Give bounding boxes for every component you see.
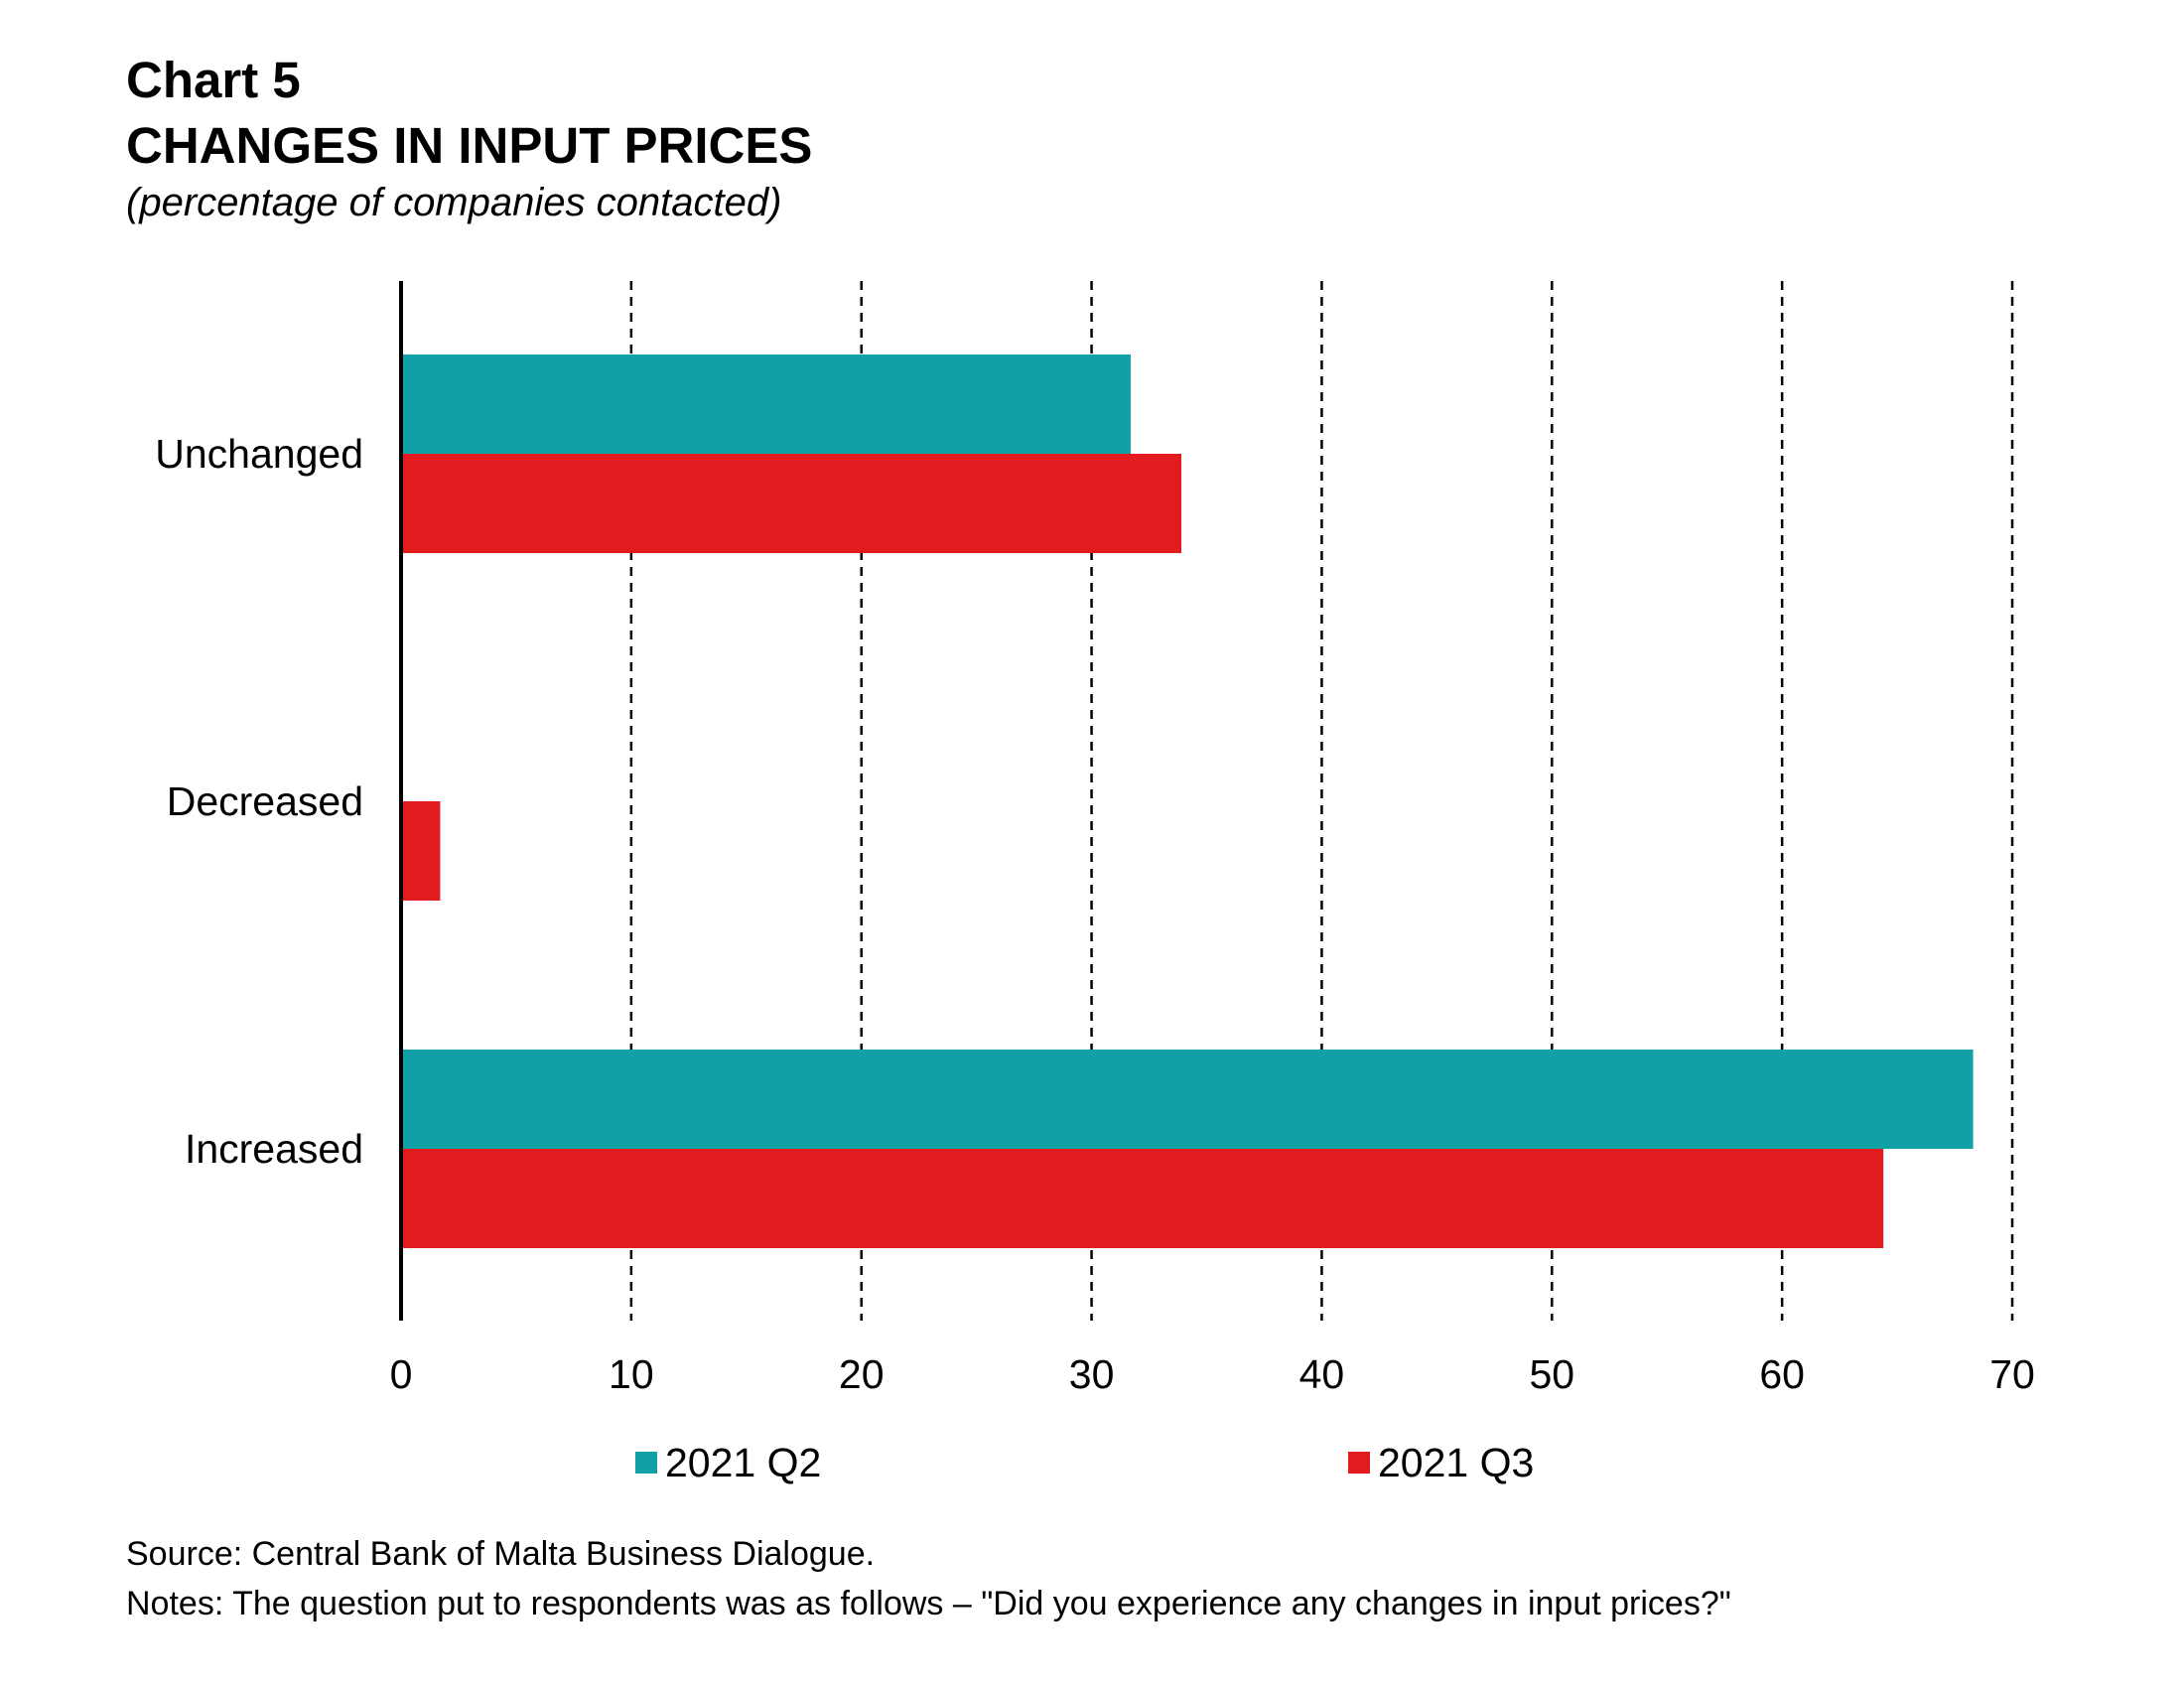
- bar-decreased-2021-q3: [401, 801, 441, 901]
- category-label-increased: Increased: [185, 1126, 363, 1172]
- chart-subtitle: (percentage of companies contacted): [126, 181, 782, 224]
- legend-swatch-q2: [635, 1452, 657, 1474]
- bar-chart: Unchanged Decreased Increased 0 10 20 30 40 50 60…: [155, 281, 2035, 1397]
- x-tick-label-50: 50: [1529, 1351, 1574, 1397]
- notes: Notes: The question put to respondents w…: [126, 1585, 1731, 1622]
- legend-item-q2: 2021 Q2: [635, 1438, 821, 1487]
- chart-title: CHANGES IN INPUT PRICES: [126, 117, 813, 174]
- bar-increased-2021-q3: [401, 1149, 1884, 1248]
- legend-item-q3: 2021 Q3: [1348, 1438, 1534, 1487]
- legend-swatch-q3: [1348, 1452, 1370, 1474]
- bar-increased-2021-q2: [401, 1050, 1974, 1149]
- x-tick-label-70: 70: [1989, 1351, 2035, 1397]
- category-label-unchanged: Unchanged: [155, 431, 363, 477]
- x-tick-label-60: 60: [1759, 1351, 1805, 1397]
- source-note: Source: Central Bank of Malta Business D…: [126, 1535, 876, 1573]
- x-tick-label-40: 40: [1299, 1351, 1345, 1397]
- bar-unchanged-2021-q2: [401, 354, 1131, 454]
- x-tick-label-30: 30: [1069, 1351, 1115, 1397]
- category-label-decreased: Decreased: [167, 778, 363, 824]
- x-tick-label-10: 10: [609, 1351, 654, 1397]
- bar-unchanged-2021-q3: [401, 454, 1181, 553]
- legend-label-q3: 2021 Q3: [1378, 1439, 1535, 1485]
- x-tick-label-0: 0: [390, 1351, 413, 1397]
- x-tick-label-20: 20: [839, 1351, 885, 1397]
- chart-number: Chart 5: [126, 52, 301, 108]
- legend-label-q2: 2021 Q2: [665, 1439, 822, 1485]
